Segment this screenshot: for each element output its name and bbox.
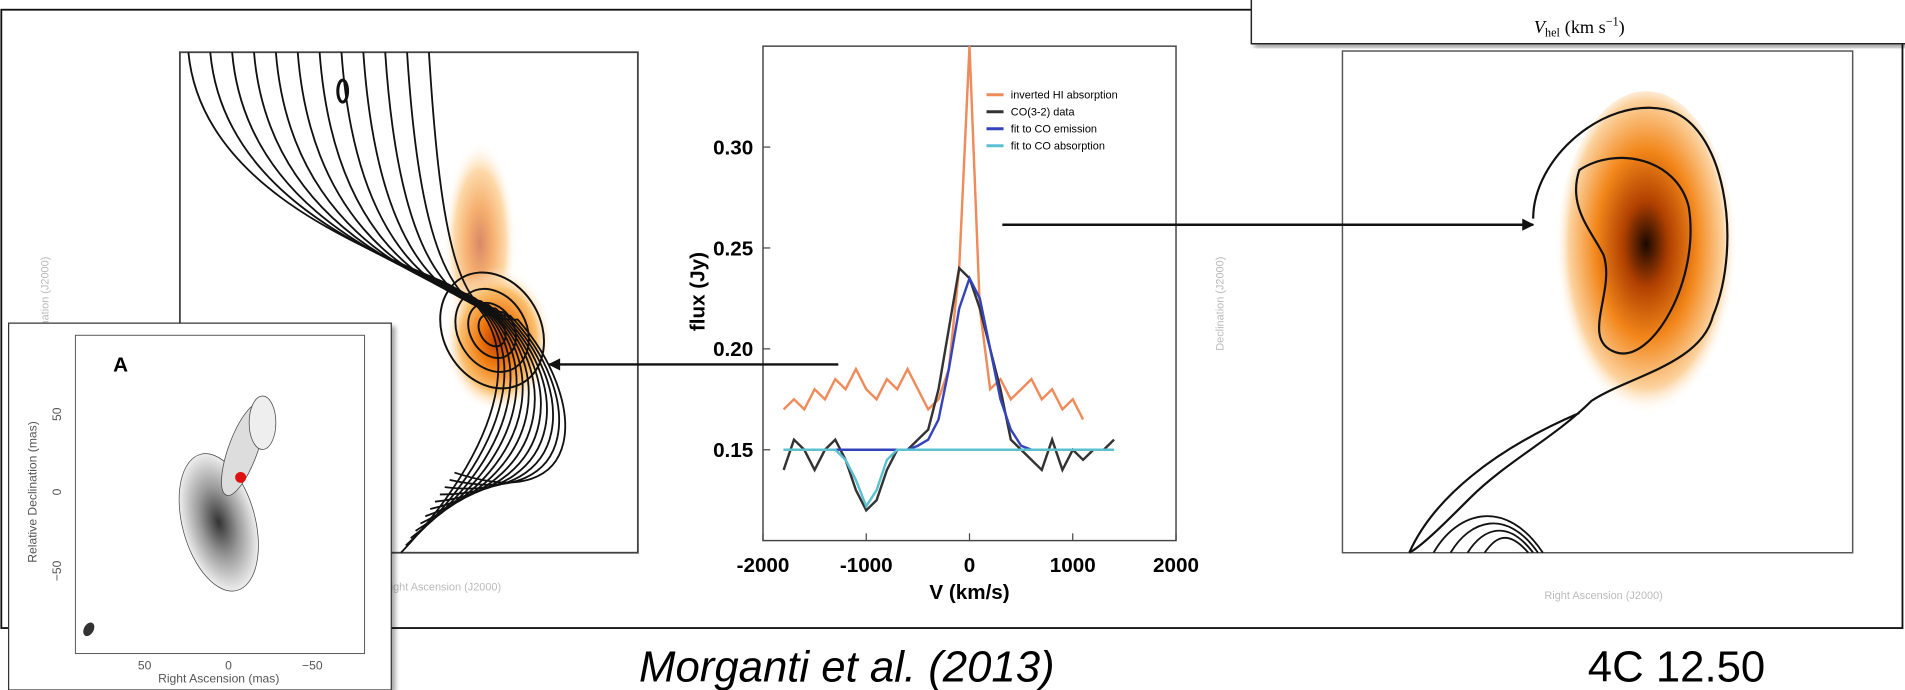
slide-frame	[0, 8, 1904, 629]
tick-label: −50	[302, 658, 323, 672]
y-tick-label: 0.15	[713, 439, 753, 462]
velocity-box	[1250, 0, 1905, 45]
inset-a-content: A Right Ascension (mas) Relative Declina…	[26, 334, 366, 686]
contour	[428, 52, 566, 484]
y-tick-label: 0.25	[713, 237, 753, 260]
axis-label: Right Ascension (J2000)	[1544, 590, 1662, 602]
tick-label: 50	[50, 407, 64, 421]
legend-label: inverted HI absorption	[1011, 89, 1118, 101]
right-map: Right Ascension (J2000) Declination (J20…	[1214, 50, 1854, 602]
emission	[1555, 91, 1738, 432]
tick-label: 0	[225, 658, 232, 672]
contour	[1408, 106, 1729, 554]
y-axis-label: flux (Jy)	[687, 252, 710, 331]
legend-label: fit to CO absorption	[1011, 140, 1105, 152]
axis-label: Relative Declination (mas)	[26, 421, 40, 563]
contour	[336, 78, 350, 104]
series-line	[782, 46, 1085, 421]
x-axis-label: V (km/s)	[929, 581, 1009, 604]
legend-label: CO(3-2) data	[1011, 106, 1076, 118]
x-tick-label: 2000	[1153, 554, 1199, 577]
close: )	[1619, 17, 1625, 38]
contour	[1466, 529, 1534, 554]
axis-label: Right Ascension (mas)	[158, 672, 279, 686]
axis-label: Right Ascension (J2000)	[383, 581, 501, 593]
series-line	[782, 265, 1115, 513]
jet	[248, 395, 277, 450]
contour	[1432, 515, 1544, 554]
contour	[1449, 522, 1539, 554]
series-line	[783, 448, 1115, 509]
citation: Morganti et al. (2013)	[639, 642, 1055, 690]
box-frame	[1250, 0, 1905, 45]
y-tick-label: 0.20	[713, 338, 753, 361]
exponent: −1	[1606, 15, 1619, 29]
unit: (km s	[1565, 17, 1606, 38]
x-tick-label: 0	[964, 554, 975, 577]
axis-label: Vhel (km s−1)	[1534, 15, 1625, 40]
x-tick-label: 1000	[1050, 554, 1096, 577]
tick-label: 50	[138, 658, 152, 672]
contour	[274, 52, 524, 525]
contour	[318, 52, 536, 510]
contour	[384, 52, 554, 490]
legend-label: fit to CO emission	[1011, 123, 1097, 135]
source-name: 4C 12.50	[1588, 642, 1765, 690]
y-tick-label: 0.30	[713, 136, 753, 159]
contour	[406, 52, 560, 486]
plot-frame	[762, 45, 1177, 542]
subscript: hel	[1545, 25, 1560, 39]
contour	[340, 52, 542, 503]
tick-label: −50	[50, 560, 64, 581]
inset-axes	[74, 334, 366, 655]
panel-label: A	[113, 354, 128, 377]
symbol: V	[1534, 17, 1547, 37]
tick-label: 0	[50, 488, 64, 495]
spectrum-chart: -2000 -1000 0 1000 2000 0.15 0.20 0.25 0.30 V (km…	[687, 45, 1199, 604]
contour	[362, 52, 548, 496]
x-tick-label: -1000	[840, 554, 893, 577]
marker	[235, 471, 247, 483]
axis-label: Declination (J2000)	[1214, 257, 1226, 351]
contour	[1483, 536, 1530, 554]
beam	[83, 622, 95, 637]
x-tick-label: -2000	[737, 554, 790, 577]
contour	[231, 52, 512, 539]
